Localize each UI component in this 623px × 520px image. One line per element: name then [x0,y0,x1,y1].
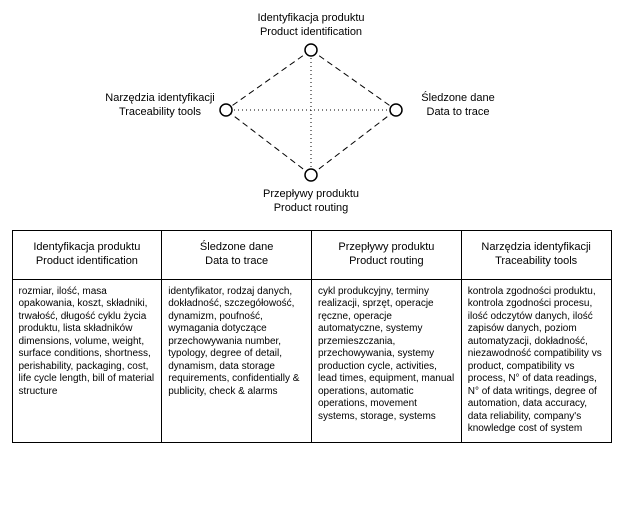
label-bottom: Przepływy produktu Product routing [256,188,366,216]
label-top-en: Product identification [260,26,362,38]
body-cell-3: kontrola zgodności produktu, kontrola zg… [461,280,611,442]
label-right-en: Data to trace [427,106,490,118]
edge-bottom-left [226,110,311,175]
node-left [220,104,232,116]
header-cell-1: Śledzone dane Data to trace [161,231,311,279]
header-3-pl: Narzędzia identyfikacji [466,241,607,255]
edge-bottom-right [311,110,396,175]
body-cell-1: identyfikator, rodzaj danych, dokładność… [161,280,311,442]
label-left-pl: Narzędzia identyfikacji [105,92,214,104]
header-2-en: Product routing [316,255,457,269]
edge-top-right [311,50,396,110]
header-cell-3: Narzędzia identyfikacji Traceability too… [461,231,611,279]
label-top: Identyfikacja produktu Product identific… [256,12,366,40]
table-body-row: rozmiar, ilość, masa opakowania, koszt, … [13,279,611,442]
details-table: Identyfikacja produktu Product identific… [12,230,612,443]
label-bottom-pl: Przepływy produktu [263,188,359,200]
label-bottom-en: Product routing [274,202,349,214]
label-left: Narzędzia identyfikacji Traceability too… [100,92,220,120]
node-right [390,104,402,116]
diamond-diagram: Identyfikacja produktu Product identific… [0,0,623,230]
header-0-pl: Identyfikacja produktu [17,241,158,255]
body-cell-2: cykl produkcyjny, terminy realizacji, sp… [311,280,461,442]
header-2-pl: Przepływy produktu [316,241,457,255]
label-left-en: Traceability tools [119,106,201,118]
label-right: Śledzone dane Data to trace [408,92,508,120]
header-3-en: Traceability tools [466,255,607,269]
header-0-en: Product identification [17,255,158,269]
table-header-row: Identyfikacja produktu Product identific… [13,231,611,279]
header-cell-2: Przepływy produktu Product routing [311,231,461,279]
node-top [305,44,317,56]
node-bottom [305,169,317,181]
header-1-pl: Śledzone dane [166,241,307,255]
header-cell-0: Identyfikacja produktu Product identific… [13,231,162,279]
header-1-en: Data to trace [166,255,307,269]
label-top-pl: Identyfikacja produktu [257,12,364,24]
body-cell-0: rozmiar, ilość, masa opakowania, koszt, … [13,280,162,442]
edge-top-left [226,50,311,110]
label-right-pl: Śledzone dane [421,92,494,104]
